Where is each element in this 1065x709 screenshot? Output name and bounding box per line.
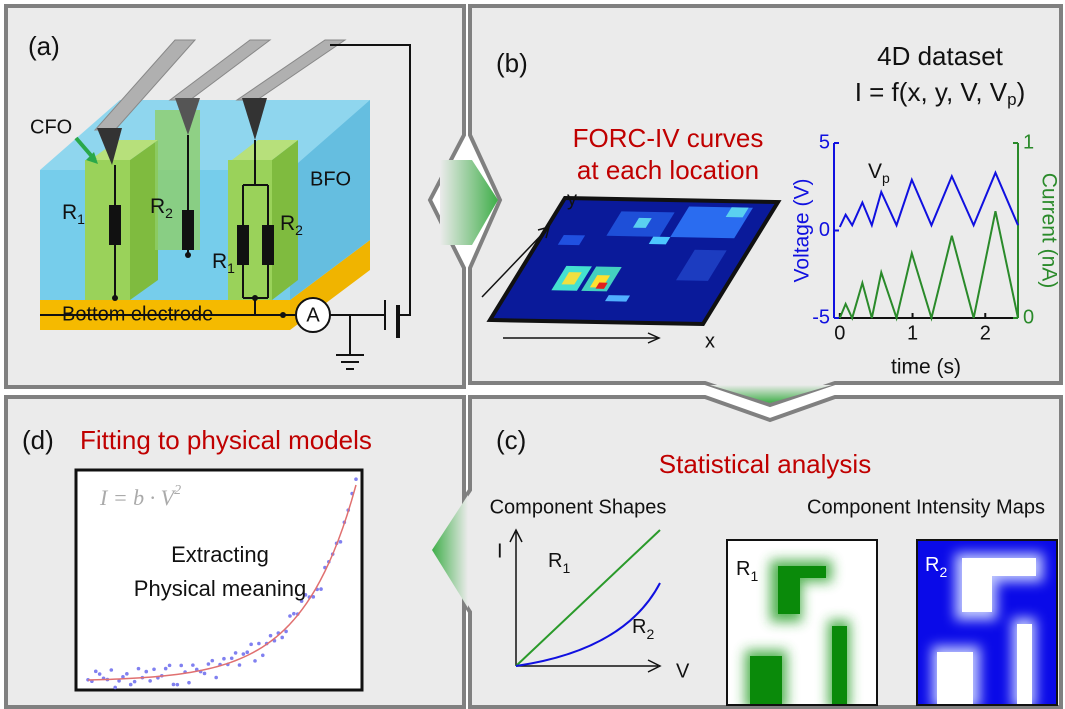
scatter-dot — [257, 642, 261, 646]
scatter-dot — [288, 614, 292, 618]
scatter-dot — [253, 659, 257, 663]
scatter-dot — [245, 650, 249, 654]
scatter-dot — [222, 657, 226, 661]
scatter-dot — [176, 683, 180, 687]
scatter-dot — [172, 683, 176, 687]
scatter-dot — [269, 634, 273, 638]
y-axis-label: Voltage (V) — [791, 179, 814, 283]
y2-axis-label: Current (nA) — [1037, 173, 1060, 289]
scatter-dot — [125, 672, 129, 676]
x-axis-label: time (s) — [891, 356, 961, 379]
scatter-dot — [261, 653, 265, 657]
caption: Physical meaning — [134, 576, 306, 601]
scatter-dot — [164, 667, 168, 671]
x-tick-label: 2 — [980, 322, 991, 344]
figure: (a) CFO BFO R1 R2 R1 R2 Bottom electrode… — [0, 0, 1065, 709]
scatter-dot — [148, 679, 152, 683]
y2-tick-label: 1 — [1023, 131, 1034, 153]
scatter-dot — [234, 651, 238, 655]
scatter-dot — [191, 663, 195, 667]
heading: at each location — [577, 155, 759, 185]
series-label-base: V — [868, 160, 882, 183]
scatter-dot — [319, 587, 323, 591]
map-axis-label: y — [567, 188, 577, 210]
scatter-dot — [249, 643, 253, 647]
scatter-dot — [207, 662, 211, 666]
scatter-dot — [214, 676, 218, 680]
axis-label: V — [676, 660, 690, 682]
map-axis-label: x — [705, 330, 715, 352]
scatter-dot — [98, 672, 102, 676]
electrode-label: Bottom electrode — [62, 303, 213, 325]
dataset-title: 4D dataset — [877, 41, 1004, 71]
panel-label: (d) — [22, 425, 54, 455]
scatter-dot — [129, 683, 133, 687]
scatter-dot — [339, 540, 343, 544]
scatter-dot — [354, 477, 358, 481]
bfo-label: BFO — [310, 168, 351, 190]
y2-tick-label: 0 — [1023, 306, 1034, 328]
heading: Fitting to physical models — [80, 425, 372, 455]
y-tick-label: 5 — [819, 131, 830, 153]
scatter-dot — [144, 670, 148, 674]
subheading: Component Shapes — [490, 496, 667, 518]
cfo-label: CFO — [30, 116, 72, 138]
x-tick-label: 0 — [834, 322, 845, 344]
scatter-dot — [203, 672, 207, 676]
y-tick-label: -5 — [812, 306, 830, 328]
heading: Statistical analysis — [659, 449, 871, 479]
axis-label: I — [497, 540, 503, 562]
scatter-dot — [242, 652, 246, 656]
scatter-dot — [110, 668, 114, 672]
panel-label: (b) — [496, 48, 528, 78]
heading: FORC-IV curves — [573, 123, 764, 153]
caption: Extracting — [171, 542, 269, 567]
scatter-dot — [152, 667, 156, 671]
ammeter-label: A — [306, 304, 320, 326]
panel-label: (c) — [496, 425, 526, 455]
scatter-dot — [137, 667, 141, 671]
scatter-dot — [292, 612, 296, 616]
cfo-pillar — [130, 140, 158, 300]
panel-label: (a) — [28, 31, 60, 61]
cfo-pillar — [85, 160, 130, 300]
scatter-dot — [179, 664, 183, 668]
scatter-dot — [133, 680, 137, 684]
scatter-dot — [94, 670, 98, 674]
scatter-dot — [230, 656, 234, 660]
subheading: Component Intensity Maps — [807, 496, 1045, 518]
fit-formula: I = b · V2 — [99, 483, 181, 510]
y-tick-label: 0 — [819, 219, 830, 241]
scatter-dot — [187, 681, 191, 685]
dataset-formula: I = f(x, y, V, Vp) — [855, 77, 1026, 110]
x-tick-label: 1 — [907, 322, 918, 344]
series-label-sub: p — [882, 170, 890, 186]
scatter-dot — [168, 664, 172, 668]
scatter-dot — [113, 686, 117, 690]
scatter-dot — [238, 663, 242, 667]
scatter-dot — [210, 659, 214, 663]
scatter-dot — [280, 636, 284, 640]
